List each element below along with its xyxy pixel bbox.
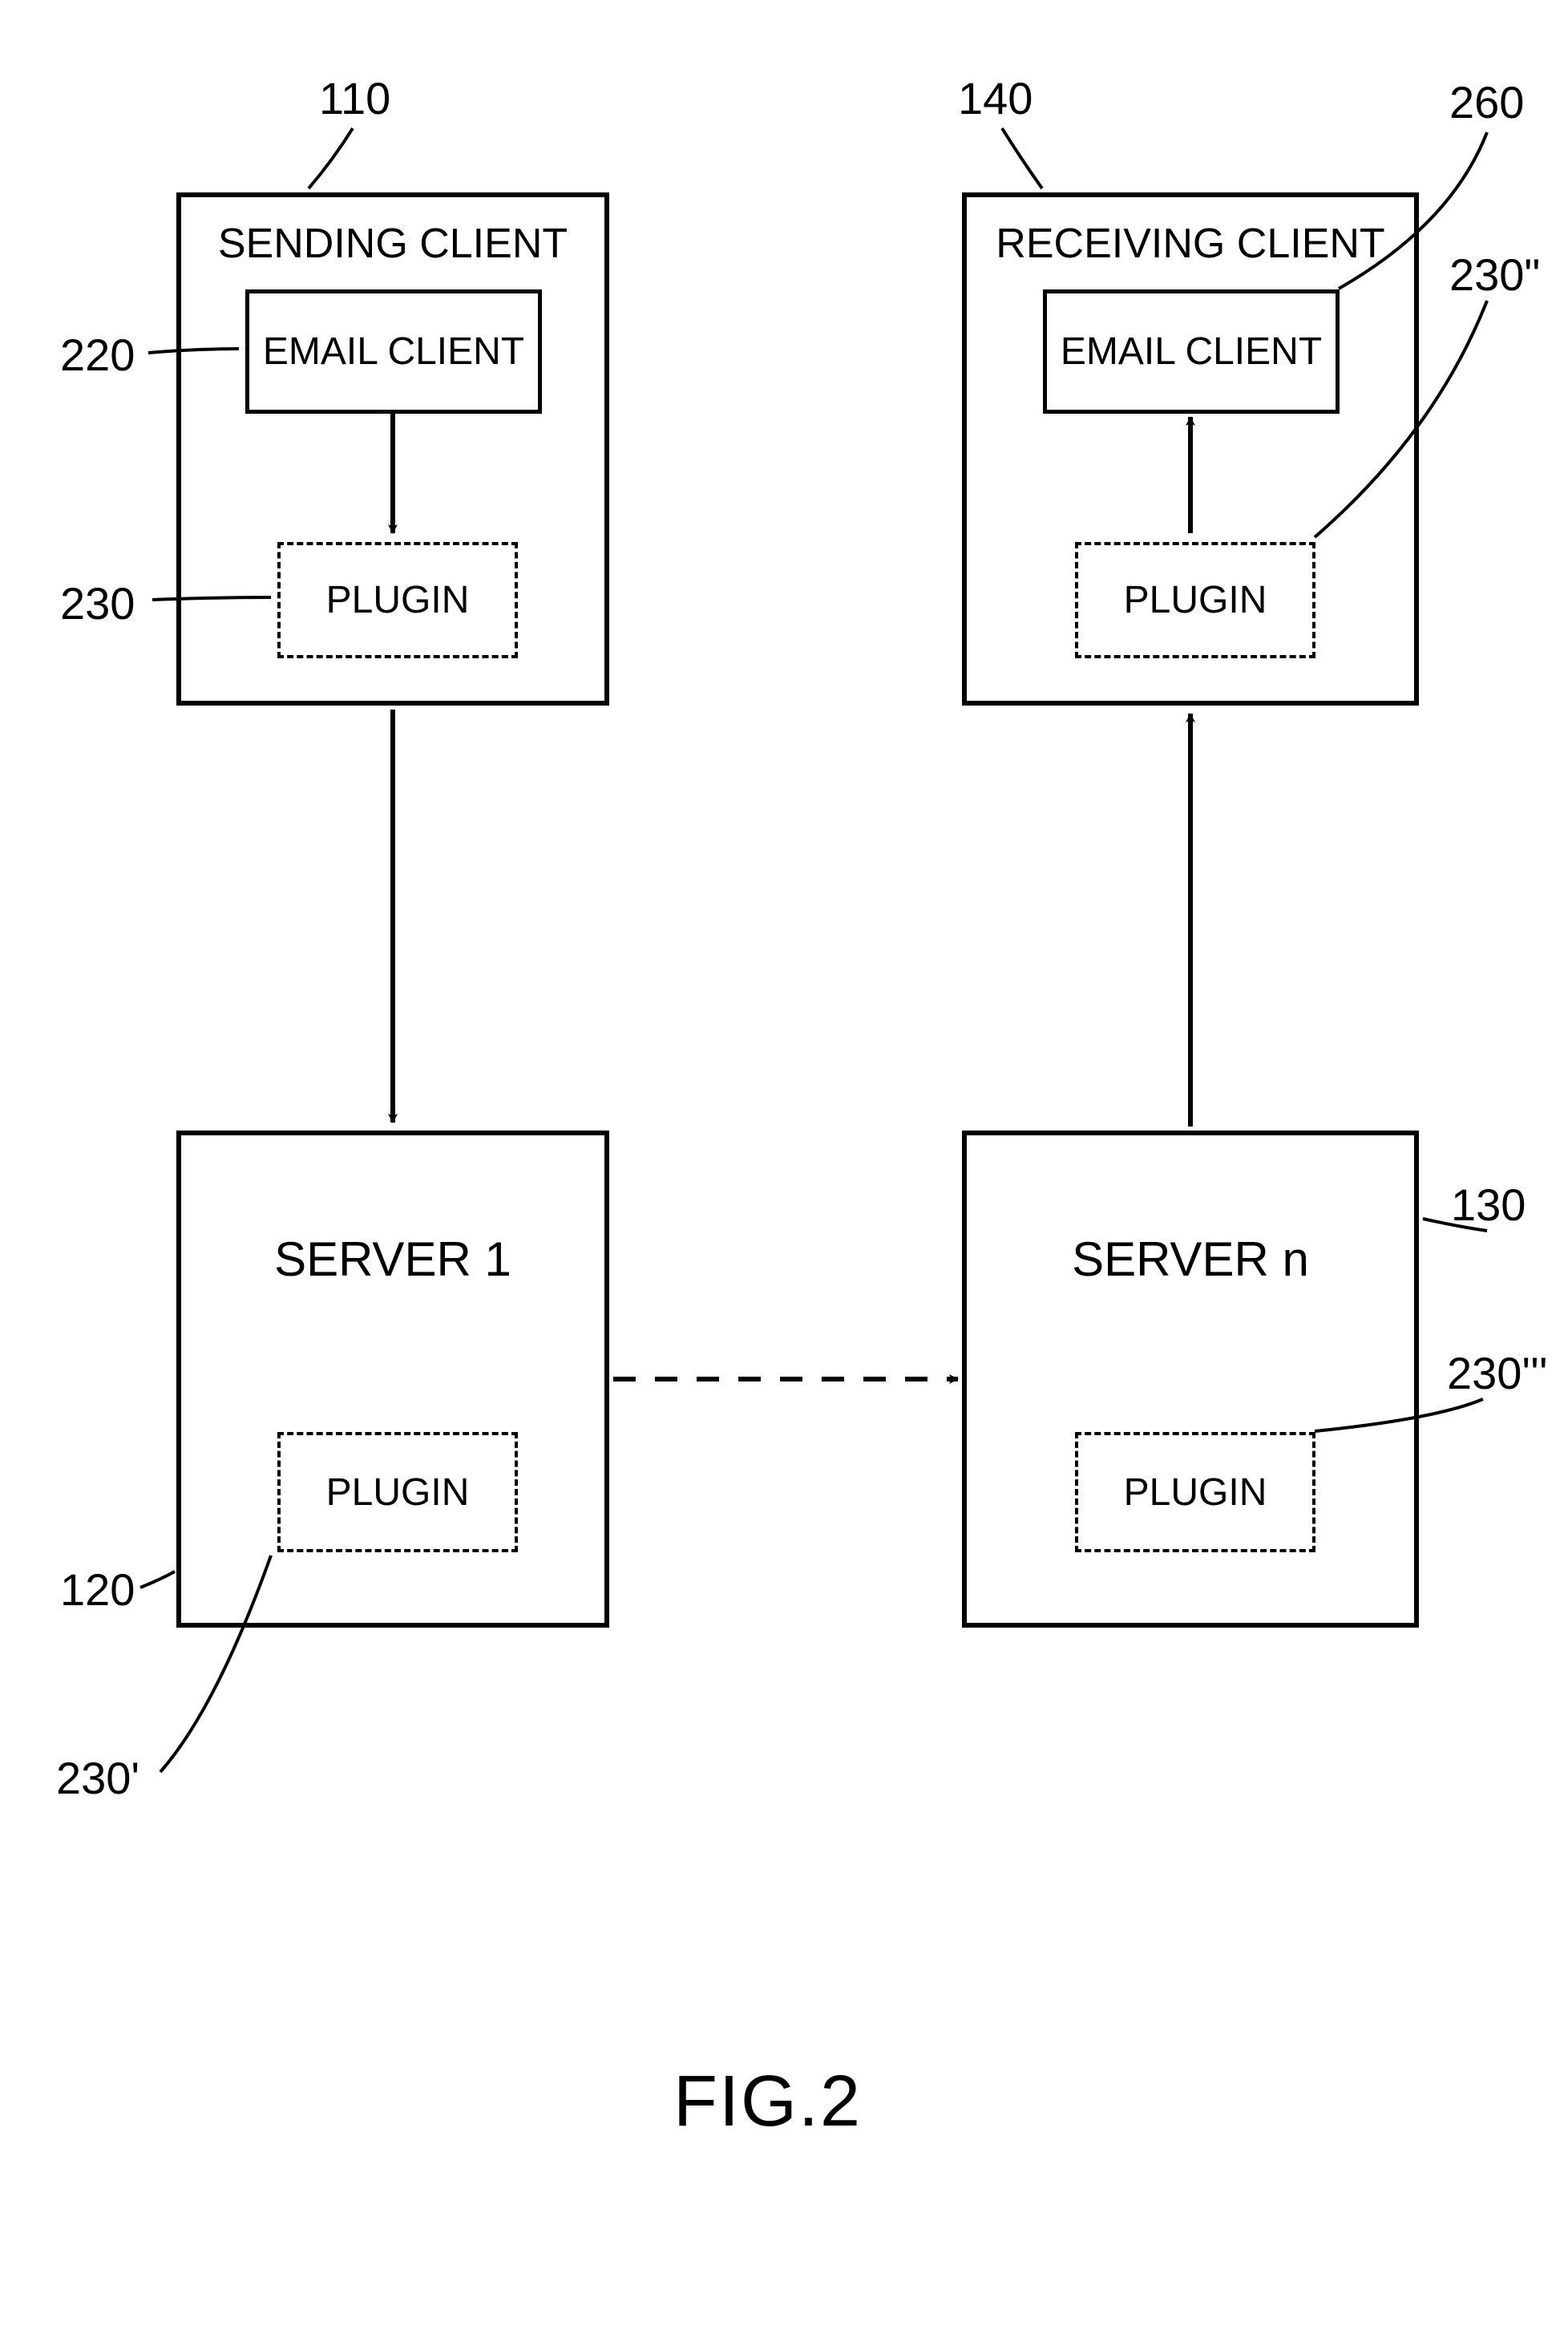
sending-client-plugin: PLUGIN xyxy=(277,542,518,658)
sending-client-title: SENDING CLIENT xyxy=(181,220,604,268)
email-client-text-2: EMAIL CLIENT xyxy=(1061,330,1322,374)
servern-plugin: PLUGIN xyxy=(1075,1432,1315,1552)
ref-260: 260 xyxy=(1449,76,1524,128)
plugin-text-2: PLUGIN xyxy=(1124,578,1267,622)
ref-230: 230 xyxy=(60,577,135,629)
diagram-canvas: SENDING CLIENT EMAIL CLIENT PLUGIN RECEI… xyxy=(0,0,1568,2326)
plugin-text-3: PLUGIN xyxy=(326,1470,470,1515)
ref-130: 130 xyxy=(1451,1179,1526,1231)
ref-140: 140 xyxy=(958,72,1033,124)
servern-title: SERVER n xyxy=(967,1232,1414,1287)
receiving-client-email-client: EMAIL CLIENT xyxy=(1043,289,1340,414)
ref-230ppp: 230''' xyxy=(1447,1347,1548,1399)
plugin-text-4: PLUGIN xyxy=(1124,1470,1267,1515)
receiving-client-title: RECEIVING CLIENT xyxy=(967,220,1414,268)
plugin-text: PLUGIN xyxy=(326,578,470,622)
ref-220: 220 xyxy=(60,329,135,381)
ref-230p: 230' xyxy=(56,1752,139,1804)
sending-client-email-client: EMAIL CLIENT xyxy=(245,289,542,414)
sending-client-box: SENDING CLIENT EMAIL CLIENT PLUGIN xyxy=(176,192,609,706)
server1-title: SERVER 1 xyxy=(181,1232,604,1287)
server1-box: SERVER 1 PLUGIN xyxy=(176,1131,609,1628)
server1-plugin: PLUGIN xyxy=(277,1432,518,1552)
email-client-text: EMAIL CLIENT xyxy=(263,330,524,374)
figure-label: FIG.2 xyxy=(673,2061,862,2143)
ref-110: 110 xyxy=(319,72,390,124)
ref-120: 120 xyxy=(60,1563,135,1616)
receiving-client-plugin: PLUGIN xyxy=(1075,542,1315,658)
servern-box: SERVER n PLUGIN xyxy=(962,1131,1419,1628)
ref-230dd: 230" xyxy=(1449,249,1540,301)
receiving-client-box: RECEIVING CLIENT EMAIL CLIENT PLUGIN xyxy=(962,192,1419,706)
